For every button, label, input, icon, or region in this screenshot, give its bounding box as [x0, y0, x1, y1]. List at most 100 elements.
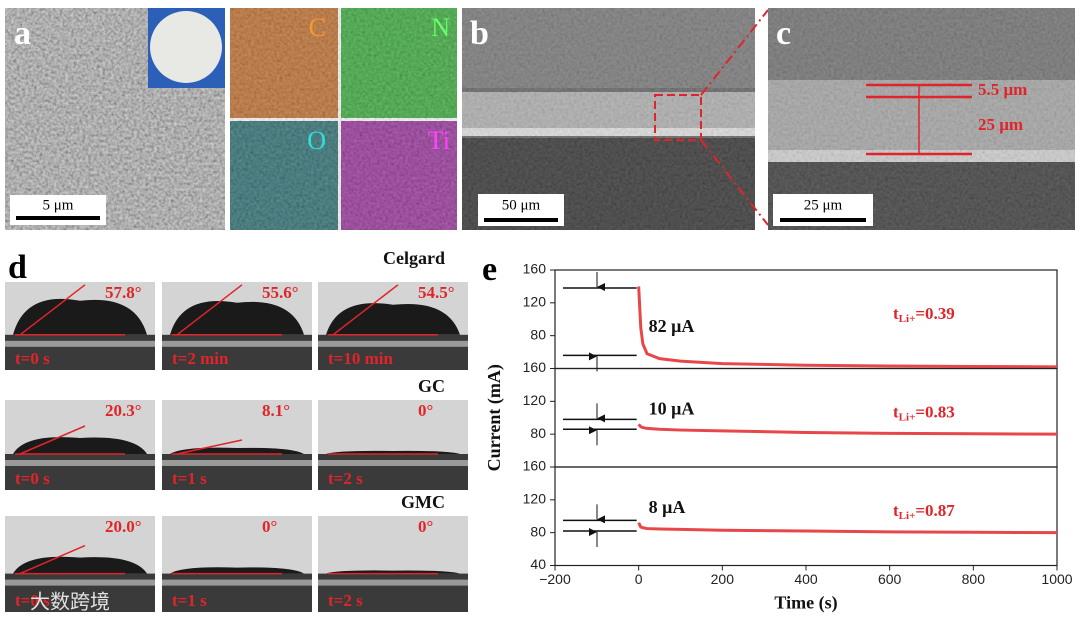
- panel-label: e: [482, 251, 497, 288]
- x-tick-label: 200: [711, 571, 735, 587]
- sample-name: GMC: [401, 492, 445, 512]
- panel-label: a: [14, 15, 31, 52]
- transference-part: t: [893, 501, 899, 520]
- time-label: t=1 s: [172, 469, 207, 488]
- angle-line: [19, 544, 86, 575]
- sem-texture: [768, 8, 1075, 230]
- transference-part: Li+: [899, 313, 916, 325]
- droplet: [170, 447, 304, 454]
- panel-label: c: [776, 15, 791, 52]
- time-label: t=0 s: [15, 469, 50, 488]
- transference-part: =0.39: [915, 304, 954, 323]
- current-line: [637, 286, 1058, 369]
- y-tick-label: 120: [523, 294, 547, 310]
- transference-part: Li+: [899, 510, 916, 522]
- contact-angle: 0°: [262, 517, 277, 536]
- map-label: O: [307, 126, 326, 155]
- y-tick-label: 120: [523, 392, 547, 408]
- substrate-reflection: [162, 340, 312, 347]
- substrate-reflection: [318, 579, 468, 586]
- substrate-reflection: [5, 579, 155, 586]
- substrate: [5, 334, 155, 370]
- y-tick-label: 120: [523, 491, 547, 507]
- transference-label: tLi+=0.83: [893, 402, 955, 423]
- time-label: t=1 s: [172, 591, 207, 610]
- time-label: t=0 s: [15, 591, 50, 610]
- transference-part: Li+: [899, 411, 916, 423]
- time-label: t=2 s: [328, 591, 363, 610]
- x-tick-label: 800: [962, 571, 986, 587]
- x-tick-label: 400: [794, 571, 818, 587]
- y-tick-label: 80: [530, 523, 546, 539]
- substrate-reflection: [162, 579, 312, 586]
- angle-line: [176, 439, 243, 455]
- substrate-reflection: [5, 460, 155, 466]
- transference-part: t: [893, 402, 899, 421]
- map-texture: [230, 8, 457, 230]
- substrate: [162, 334, 312, 370]
- x-tick-label: 1000: [1041, 571, 1072, 587]
- contact-angle: 8.1°: [262, 401, 290, 420]
- watermark: 大数跨境: [30, 590, 110, 614]
- droplet: [170, 301, 304, 335]
- substrate-reflection: [162, 460, 312, 466]
- y-tick-label: 160: [523, 458, 547, 474]
- substrate: [318, 334, 468, 370]
- scale-text: 25 μm: [804, 197, 843, 213]
- substrate-reflection: [318, 460, 468, 466]
- transference-label: tLi+=0.87: [893, 501, 955, 522]
- panel-d: Celgard 57.8° t=0 s 55.6° t=2 min 54.5° t=10 m…: [5, 248, 468, 612]
- thickness-label: 5.5 μm: [978, 80, 1027, 99]
- contact-angle: 20.3°: [105, 401, 142, 420]
- x-axis-label: Time (s): [774, 593, 837, 614]
- panel-b: b 50 μm: [462, 8, 769, 230]
- droplet: [326, 303, 460, 335]
- droplet: [13, 298, 147, 335]
- contact-angle: 57.8°: [105, 283, 142, 302]
- plot-frame: [554, 466, 1058, 567]
- y-tick-label: 80: [530, 425, 546, 441]
- inset-disc: [150, 11, 222, 83]
- contact-angle: 54.5°: [418, 283, 455, 302]
- droplet: [326, 570, 460, 574]
- substrate-reflection: [318, 340, 468, 347]
- delta-label: 82 μA: [649, 316, 695, 336]
- sample-name: Celgard: [383, 248, 445, 268]
- current-line: [637, 522, 1058, 535]
- y-tick-label: 160: [523, 359, 547, 375]
- transference-part: =0.83: [915, 402, 954, 421]
- x-tick-label: 0: [635, 571, 643, 587]
- panel-label: b: [470, 15, 489, 52]
- zoom-line: [700, 9, 769, 96]
- transference-part: t: [893, 304, 899, 323]
- substrate-reflection: [5, 340, 155, 347]
- scale-text: 5 μm: [43, 197, 74, 213]
- zoom-line: [700, 139, 769, 226]
- scale-text: 50 μm: [502, 197, 541, 213]
- transference-part: =0.87: [915, 501, 955, 520]
- panel-label: d: [8, 249, 27, 286]
- contact-angle: 0°: [418, 517, 433, 536]
- panel-c: 5.5 μm 25 μm c 25 μm: [768, 8, 1075, 230]
- transference-label: tLi+=0.39: [893, 304, 955, 325]
- time-label: t=10 min: [328, 349, 393, 368]
- droplet: [13, 437, 147, 454]
- time-label: t=0 s: [15, 349, 50, 368]
- map-label: Ti: [428, 126, 450, 155]
- droplet: [170, 567, 304, 574]
- angle-line: [332, 284, 399, 336]
- delta-label: 8 μA: [649, 497, 686, 517]
- zoom-box: [654, 94, 702, 141]
- x-tick-label: 600: [878, 571, 902, 587]
- y-tick-label: 160: [523, 261, 547, 277]
- y-tick-label: 40: [530, 556, 546, 572]
- y-tick-label: 80: [530, 326, 546, 342]
- sem-texture: [462, 8, 755, 230]
- angle-line: [19, 284, 86, 336]
- time-label: t=2 s: [328, 469, 363, 488]
- sample-name: GC: [418, 376, 445, 396]
- thickness-label: 25 μm: [978, 115, 1023, 134]
- time-label: t=2 min: [172, 349, 229, 368]
- current-line: [637, 423, 1058, 436]
